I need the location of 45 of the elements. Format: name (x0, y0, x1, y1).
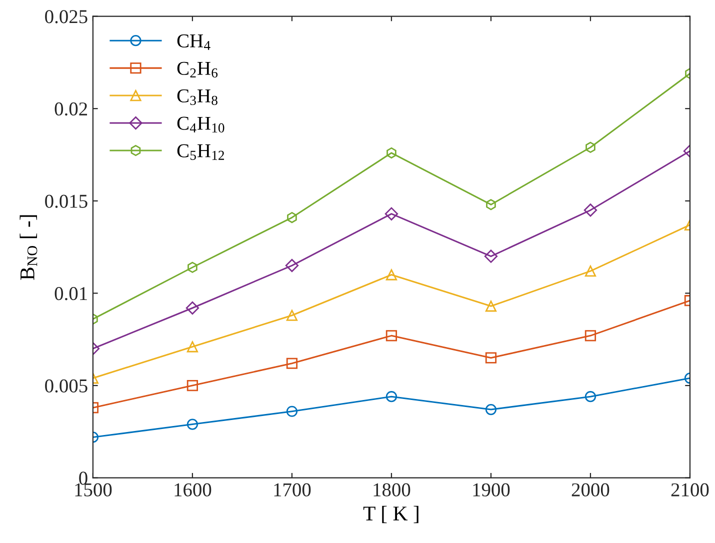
x-tick-label: 1800 (374, 483, 410, 496)
point (186, 301, 200, 315)
legend-label: C$_{2}$H$_{6}$ (177, 62, 218, 78)
legend-label: CH$_{4}$ (177, 34, 210, 50)
y-tick-label: 0.005 (45, 379, 88, 393)
x-tick-label: 1500 (75, 483, 112, 496)
point (486, 199, 496, 210)
point (584, 204, 598, 217)
legend-label: C$_{4}$H$_{10}$ (177, 116, 224, 132)
legend-label: C$_{3}$H$_{8}$ (177, 89, 218, 106)
point (384, 207, 398, 220)
x-tick-label: 1600 (174, 483, 212, 496)
y-tick-label: 0 (79, 472, 88, 485)
point (584, 330, 596, 342)
point (485, 300, 497, 312)
point (386, 330, 398, 342)
point (484, 250, 498, 263)
point (386, 269, 398, 280)
x-axis-title: T [ K ] (363, 506, 418, 524)
legend-label: C$_{5}$H$_{12}$ (177, 144, 224, 160)
point (285, 258, 299, 272)
point (485, 404, 497, 416)
point (286, 406, 298, 417)
y-tick-label: 0.02 (54, 102, 88, 116)
x-tick-label: 1900 (473, 483, 510, 496)
point (188, 262, 198, 273)
y-axis-title: B$_{NO}$ [ -] (20, 215, 38, 280)
point (485, 352, 497, 364)
point (186, 418, 198, 430)
point (584, 391, 596, 402)
point (286, 358, 298, 369)
y-tick-label: 0.015 (45, 194, 88, 208)
x-tick-label: 1700 (274, 483, 311, 496)
point (286, 310, 298, 321)
point (386, 147, 396, 158)
point (287, 212, 297, 224)
point (584, 266, 596, 277)
point (186, 380, 198, 392)
y-tick-label: 0.01 (54, 287, 87, 300)
x-tick-label: 2100 (671, 483, 709, 496)
point (186, 341, 198, 352)
point (586, 142, 596, 153)
point (386, 391, 398, 402)
x-tick-label: 2000 (572, 483, 610, 496)
y-tick-label: 0.025 (45, 10, 88, 24)
